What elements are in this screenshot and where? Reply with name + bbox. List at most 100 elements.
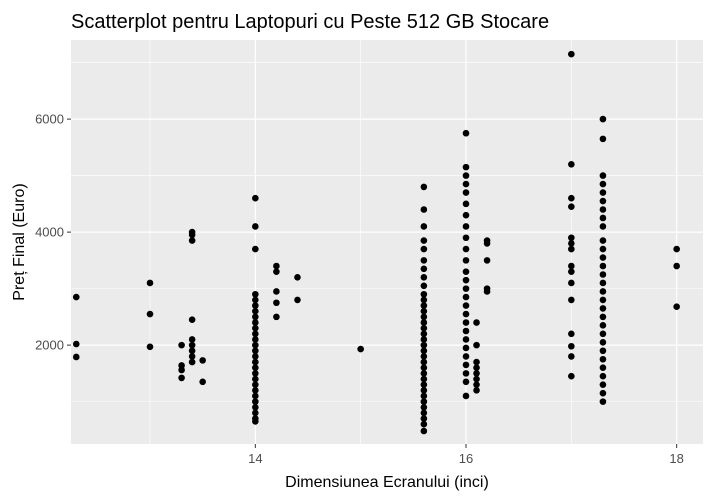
data-point: [252, 290, 259, 298]
data-point: [673, 303, 680, 310]
data-point: [568, 262, 575, 270]
data-point: [462, 172, 470, 179]
data-point: [420, 415, 428, 422]
data-point: [420, 282, 428, 290]
data-point: [462, 361, 470, 369]
data-point: [252, 336, 259, 343]
data-point: [462, 327, 470, 335]
y-axis-ticks: 2000 4000 6000: [35, 112, 71, 353]
data-point: [273, 313, 280, 321]
data-point: [188, 347, 196, 355]
data-point: [462, 129, 470, 137]
y-tick-label: 2000: [35, 338, 64, 353]
data-points: [72, 50, 680, 435]
data-point: [599, 296, 607, 304]
data-point: [252, 409, 259, 417]
data-point: [252, 403, 259, 411]
data-point: [252, 392, 259, 400]
data-point: [568, 194, 575, 202]
data-point: [599, 364, 607, 372]
x-tick-label: 18: [669, 451, 683, 466]
data-point: [599, 135, 607, 143]
data-point: [568, 50, 575, 58]
data-point: [462, 276, 470, 284]
data-point: [188, 353, 196, 360]
data-point: [72, 353, 80, 361]
data-point: [568, 240, 575, 247]
data-point: [420, 347, 428, 355]
plot-panel: [71, 40, 703, 444]
grid-lines: [71, 40, 703, 444]
data-point: [462, 189, 470, 196]
data-point: [420, 237, 428, 244]
data-point: [568, 330, 575, 338]
data-point: [462, 378, 470, 386]
data-point: [146, 279, 154, 287]
data-point: [252, 364, 259, 372]
data-point: [188, 237, 196, 244]
data-point: [599, 330, 607, 338]
data-point: [462, 200, 470, 208]
data-point: [599, 214, 607, 222]
data-point: [252, 223, 259, 230]
data-point: [473, 381, 480, 388]
data-point: [462, 392, 470, 400]
data-point: [294, 274, 301, 281]
data-point: [462, 293, 470, 301]
data-point: [72, 340, 80, 348]
data-point: [673, 262, 680, 270]
data-point: [462, 310, 470, 318]
data-point: [252, 313, 259, 321]
chart-title: Scatterplot pentru Laptopuri cu Peste 51…: [71, 11, 549, 33]
data-point: [420, 307, 428, 315]
data-point: [462, 163, 470, 171]
data-point: [599, 398, 607, 405]
data-point: [420, 370, 428, 377]
data-point: [273, 299, 280, 307]
y-tick-label: 4000: [35, 225, 64, 240]
data-point: [252, 375, 259, 383]
data-point: [420, 290, 428, 298]
data-point: [599, 347, 607, 355]
data-point: [420, 183, 428, 191]
data-point: [473, 358, 480, 366]
data-point: [252, 381, 259, 388]
data-point: [599, 372, 607, 380]
data-point: [462, 257, 470, 264]
data-point: [420, 206, 428, 213]
x-axis-ticks: 14 16 18: [248, 444, 684, 466]
data-point: [420, 398, 428, 405]
data-point: [420, 245, 428, 253]
data-point: [273, 268, 280, 275]
data-point: [599, 180, 607, 188]
data-point: [252, 341, 259, 349]
data-point: [178, 366, 185, 374]
data-point: [568, 353, 575, 360]
data-point: [599, 262, 607, 270]
data-point: [420, 420, 428, 428]
data-point: [420, 324, 428, 332]
data-point: [462, 223, 470, 230]
data-point: [252, 194, 259, 202]
data-point: [599, 206, 607, 213]
data-point: [568, 268, 575, 275]
data-point: [420, 313, 428, 321]
data-point: [599, 223, 607, 230]
data-point: [420, 381, 428, 388]
data-point: [599, 338, 607, 346]
data-point: [252, 353, 259, 360]
data-point: [568, 342, 575, 350]
data-point: [462, 336, 470, 343]
data-point: [599, 189, 607, 196]
data-point: [473, 319, 480, 326]
data-point: [473, 387, 480, 394]
data-point: [420, 387, 428, 394]
data-point: [252, 347, 259, 355]
data-point: [420, 302, 428, 309]
data-point: [462, 353, 470, 360]
data-point: [568, 161, 575, 168]
data-point: [473, 341, 480, 349]
data-point: [568, 203, 575, 210]
data-point: [146, 310, 154, 318]
data-point: [599, 389, 607, 397]
